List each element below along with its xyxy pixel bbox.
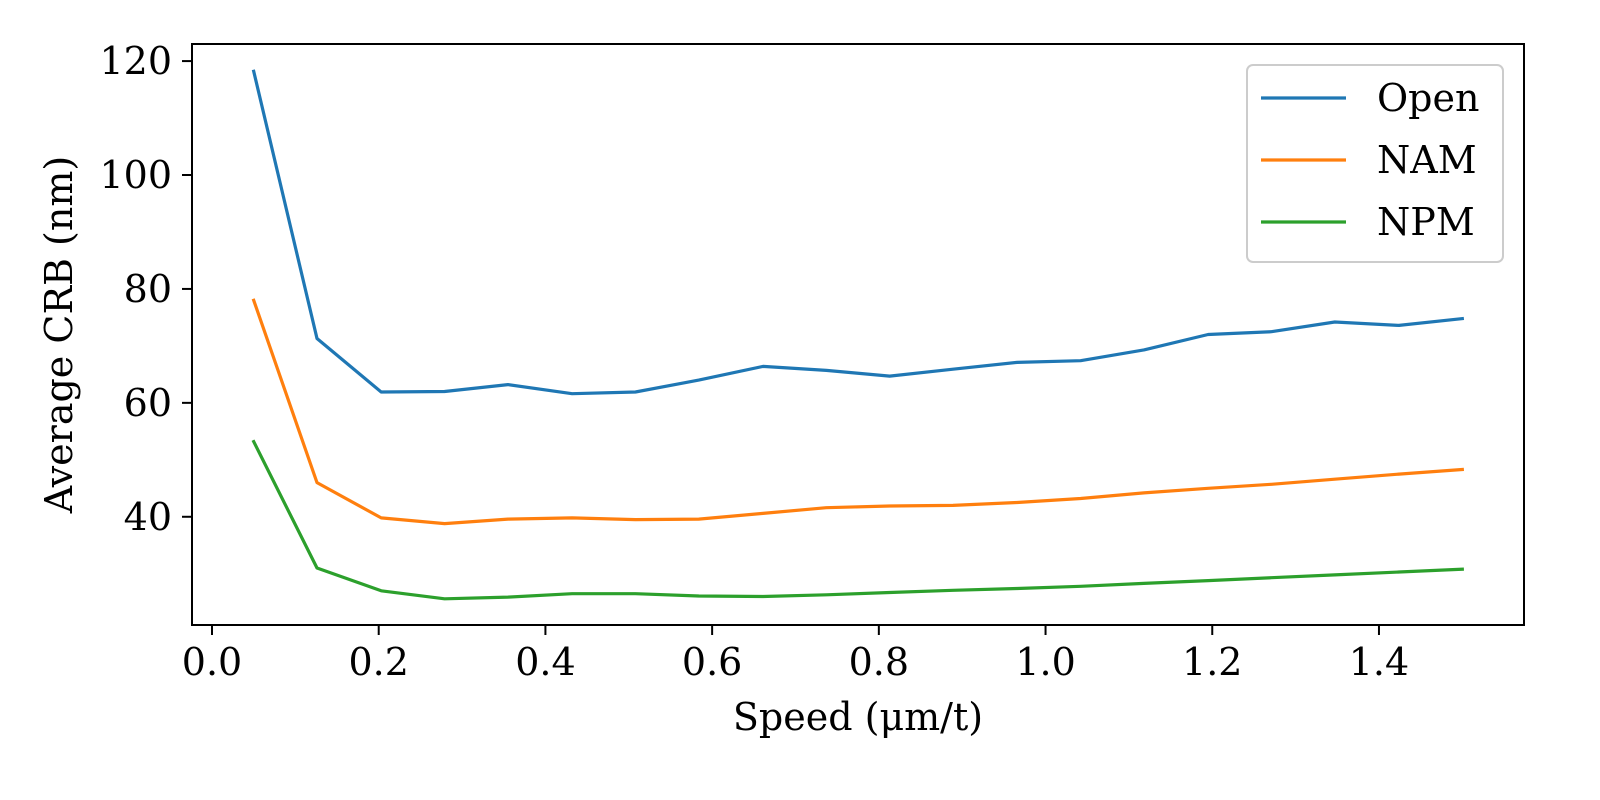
x-tick-label: 0.4 bbox=[515, 640, 575, 684]
x-tick-label: 1.2 bbox=[1182, 640, 1242, 684]
axes: 0.0 0.2 0.4 0.6 0.8 1.0 1.2 1.4 40 60 80 100 120 bbox=[99, 39, 1525, 684]
legend-label-nam: NAM bbox=[1377, 138, 1477, 182]
series-line-npm bbox=[251, 439, 1464, 601]
x-axis-label: Speed (μm/t) bbox=[733, 695, 983, 739]
series-line-open bbox=[251, 69, 1465, 396]
x-tick-label: 0.0 bbox=[182, 640, 242, 684]
x-tick-label: 1.4 bbox=[1349, 640, 1409, 684]
x-tick-label: 0.2 bbox=[348, 640, 408, 684]
plot-area bbox=[251, 69, 1465, 601]
x-tick-label: 0.8 bbox=[849, 640, 909, 684]
y-tick-label: 120 bbox=[99, 39, 172, 83]
y-tick-label: 60 bbox=[124, 381, 172, 425]
y-tick-label: 40 bbox=[124, 495, 172, 539]
y-tick-label: 80 bbox=[124, 267, 172, 311]
legend-label-npm: NPM bbox=[1377, 200, 1475, 244]
x-tick-label: 0.6 bbox=[682, 640, 742, 684]
legend-box bbox=[1246, 64, 1504, 263]
plot-frame bbox=[191, 43, 1525, 626]
legend-label-open: Open bbox=[1377, 76, 1479, 120]
x-tick-label: 1.0 bbox=[1015, 640, 1075, 684]
y-tick-label: 100 bbox=[99, 153, 172, 197]
legend: Open NAM NPM bbox=[1246, 64, 1504, 263]
y-axis-label: Average CRB (nm) bbox=[37, 156, 81, 514]
series-line-nam bbox=[251, 298, 1465, 526]
